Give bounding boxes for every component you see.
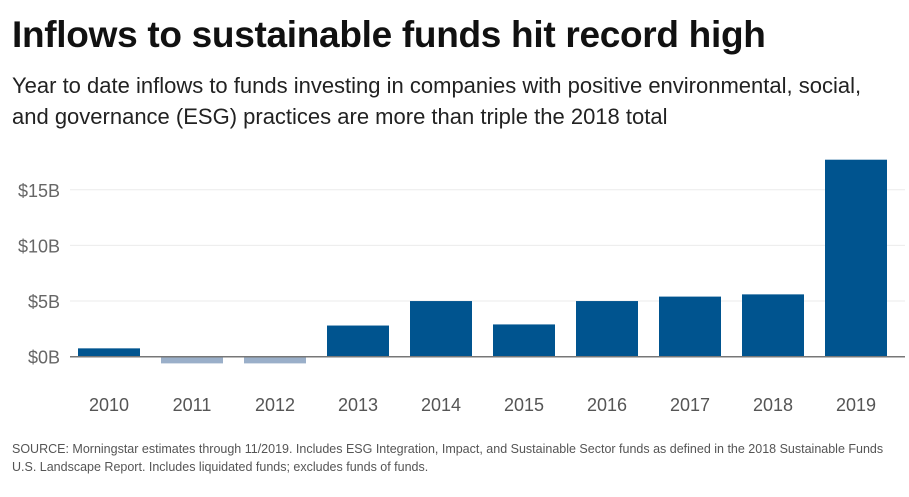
bar-2010 <box>78 348 140 357</box>
bar-chart: $0B $5B $10B $15B 2010 2011 2012 2013 2014 2015 20… <box>18 159 905 415</box>
bar-2015 <box>493 324 555 357</box>
bar-2018 <box>742 294 804 357</box>
chart-title: Inflows to sustainable funds hit record … <box>12 14 766 55</box>
bar-2016 <box>576 301 638 357</box>
bar-2019 <box>825 159 887 357</box>
bar-2014 <box>410 301 472 357</box>
y-tick-label: $15B <box>18 181 60 201</box>
x-tick-label: 2010 <box>89 395 129 415</box>
x-tick-label: 2013 <box>338 395 378 415</box>
bar-2013 <box>327 325 389 357</box>
y-tick-label: $0B <box>28 348 60 368</box>
y-tick-label: $10B <box>18 236 60 256</box>
bar-2017 <box>659 296 721 357</box>
source-note: SOURCE: Morningstar estimates through 11… <box>12 442 884 474</box>
bar-2012 <box>244 356 306 364</box>
x-tick-label: 2016 <box>587 395 627 415</box>
bar-2011 <box>161 356 223 364</box>
x-tick-label: 2012 <box>255 395 295 415</box>
x-tick-label: 2015 <box>504 395 544 415</box>
x-tick-label: 2019 <box>836 395 876 415</box>
x-tick-label: 2011 <box>173 395 212 415</box>
chart-subtitle: Year to date inflows to funds investing … <box>12 73 862 129</box>
x-tick-label: 2014 <box>421 395 461 415</box>
x-tick-label: 2018 <box>753 395 793 415</box>
y-tick-label: $5B <box>28 292 60 312</box>
x-tick-label: 2017 <box>670 395 710 415</box>
